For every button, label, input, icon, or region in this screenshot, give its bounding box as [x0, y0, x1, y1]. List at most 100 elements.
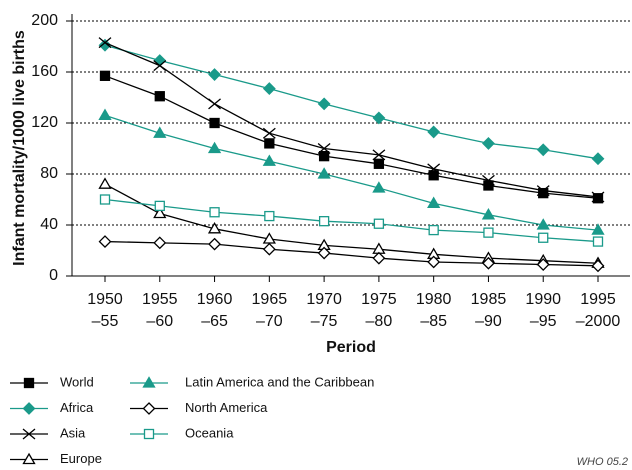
x-tick-label: –75: [311, 313, 338, 330]
marker: [591, 259, 605, 273]
source-note: WHO 05.2: [577, 456, 628, 468]
marker: [591, 223, 605, 235]
y-tick-label: 0: [49, 267, 58, 284]
marker: [98, 37, 112, 49]
marker: [481, 208, 496, 220]
marker: [591, 152, 605, 166]
marker: [264, 210, 275, 222]
marker: [592, 193, 604, 204]
marker: [317, 246, 331, 260]
marker: [427, 163, 441, 175]
marker: [318, 216, 330, 227]
marker: [209, 207, 220, 218]
x-tick-label: –70: [256, 313, 283, 330]
x-tick-label: –90: [475, 313, 502, 330]
marker: [207, 222, 222, 234]
x-tick-label: 1995: [580, 291, 616, 308]
marker: [264, 138, 275, 149]
marker: [536, 258, 550, 271]
marker: [427, 196, 441, 208]
y-tick-label: 160: [31, 63, 58, 80]
x-tick-label: 1960: [197, 291, 233, 308]
x-tick-label: –2000: [576, 313, 621, 330]
marker: [318, 150, 330, 162]
x-tick-label: 1975: [361, 291, 397, 308]
legend-marker: [143, 428, 155, 440]
marker: [98, 38, 112, 52]
marker: [153, 126, 167, 138]
series-line: [104, 183, 599, 264]
marker: [372, 181, 386, 193]
marker: [99, 70, 111, 81]
marker: [427, 125, 441, 139]
legend-label: Oceania: [185, 425, 234, 440]
marker: [208, 68, 221, 81]
series-line: [104, 75, 599, 199]
legend-marker: [22, 452, 36, 465]
legend-marker: [142, 402, 156, 415]
series-line: [104, 114, 599, 231]
series-line: [104, 42, 599, 198]
marker: [98, 235, 112, 248]
marker: [208, 98, 221, 110]
series-line: [104, 198, 599, 243]
marker: [262, 242, 276, 256]
legend-marker: [23, 377, 35, 389]
marker: [154, 91, 165, 102]
marker: [536, 218, 550, 230]
marker: [482, 256, 495, 270]
marker: [207, 141, 222, 154]
marker: [209, 117, 220, 129]
x-tick-label: –80: [366, 313, 393, 330]
marker: [262, 127, 276, 139]
x-tick-label: 1990: [525, 291, 561, 308]
y-axis-label: Infant mortality/1000 live births: [11, 30, 28, 266]
x-tick-label: –95: [530, 313, 557, 330]
legend-marker: [142, 376, 156, 388]
y-tick-label: 40: [40, 216, 58, 233]
marker: [154, 200, 165, 212]
legend-marker: [22, 402, 36, 415]
x-tick-label: 1955: [142, 291, 178, 308]
marker: [262, 154, 276, 166]
marker: [591, 191, 605, 203]
legend-label: Latin America and the Caribbean: [185, 374, 374, 389]
marker: [483, 227, 494, 238]
marker: [538, 187, 549, 199]
legend-label: Asia: [60, 425, 86, 440]
y-tick-label: 80: [40, 165, 58, 182]
marker: [262, 82, 276, 95]
x-tick-label: –65: [201, 313, 228, 330]
marker: [153, 206, 167, 219]
x-tick-label: –85: [420, 313, 447, 330]
marker: [98, 177, 112, 189]
x-tick-label: 1950: [87, 291, 123, 308]
marker: [482, 136, 495, 150]
marker: [372, 149, 386, 161]
marker: [482, 174, 495, 186]
x-tick-label: 1965: [252, 291, 288, 308]
marker: [317, 97, 331, 111]
marker: [99, 194, 111, 205]
marker: [317, 167, 331, 179]
marker: [317, 143, 331, 154]
x-tick-label: –60: [146, 313, 173, 330]
marker: [208, 237, 221, 251]
marker: [98, 108, 112, 120]
legend-label: Europe: [60, 451, 102, 466]
marker: [372, 251, 386, 265]
x-tick-label: 1985: [471, 291, 507, 308]
marker: [153, 60, 167, 72]
x-tick-label: 1970: [306, 291, 342, 308]
marker: [153, 236, 167, 250]
x-tick-label: –55: [92, 313, 119, 330]
marker: [536, 143, 550, 157]
marker: [428, 170, 439, 181]
x-tick-label: 1980: [416, 291, 452, 308]
y-tick-label: 120: [31, 114, 58, 131]
x-axis-label: Period: [326, 339, 376, 356]
marker: [372, 111, 386, 125]
legend-label: North America: [185, 400, 268, 415]
